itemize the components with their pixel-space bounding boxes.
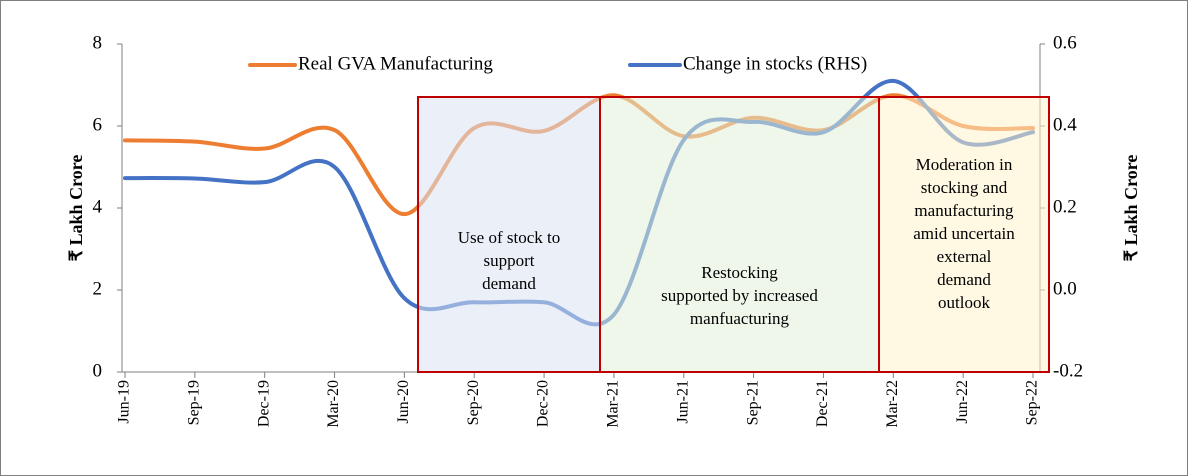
annotation-text: Restocking <box>701 263 778 282</box>
y2-tick-label: 0.2 <box>1053 196 1077 217</box>
y-tick-label: 2 <box>93 278 103 299</box>
x-tick-label: Sep-21 <box>744 380 761 425</box>
annotation-box <box>599 96 880 373</box>
x-tick-label: Jun-20 <box>395 380 412 424</box>
y2-tick-label: 0.4 <box>1053 114 1077 135</box>
x-tick-label: Dec-20 <box>535 380 552 427</box>
x-tick-label: Sep-20 <box>465 380 482 425</box>
annotation-text: external <box>937 247 992 266</box>
annotation-box <box>878 96 1050 373</box>
y2-tick-label: 0.6 <box>1053 32 1077 53</box>
legend-label: Real GVA Manufacturing <box>298 53 493 74</box>
annotation-text: amid uncertain <box>913 224 1015 243</box>
x-tick-label: Mar-20 <box>325 380 342 428</box>
x-tick-label: Dec-21 <box>814 380 831 427</box>
annotation-text: outlook <box>938 293 990 312</box>
annotation-text: stocking and <box>921 178 1008 197</box>
y-tick-label: 6 <box>93 114 103 135</box>
y2-axis-title: ₹ Lakh Crore <box>1121 155 1141 262</box>
annotation-text: Moderation in <box>916 155 1013 174</box>
x-tick-label: Mar-22 <box>884 380 901 428</box>
y-tick-label: 8 <box>93 32 103 53</box>
y-tick-label: 0 <box>93 360 103 381</box>
annotation-text: demand <box>482 274 536 293</box>
x-tick-label: Sep-19 <box>186 380 203 425</box>
x-tick-label: Jun-19 <box>116 380 133 424</box>
y-tick-label: 4 <box>93 196 103 217</box>
x-tick-label: Dec-19 <box>255 380 272 427</box>
y2-tick-label: 0.0 <box>1053 278 1077 299</box>
legend-label: Change in stocks (RHS) <box>683 53 867 74</box>
y2-tick-label: -0.2 <box>1053 360 1083 381</box>
annotation-text: support <box>484 251 535 270</box>
annotation-text: demand <box>937 270 991 289</box>
annotation-box <box>417 96 601 373</box>
annotation-text: Use of stock to <box>458 228 560 247</box>
x-tick-label: Sep-22 <box>1024 380 1041 425</box>
y-axis-title: ₹ Lakh Crore <box>66 155 86 262</box>
annotation-text: manufacturing <box>914 201 1014 220</box>
x-tick-label: Mar-21 <box>605 380 622 428</box>
annotation-text: supported by increased <box>661 286 818 305</box>
x-tick-label: Jun-22 <box>954 380 971 424</box>
x-tick-label: Jun-21 <box>674 380 691 424</box>
annotation-text: manfuacturing <box>690 309 790 328</box>
